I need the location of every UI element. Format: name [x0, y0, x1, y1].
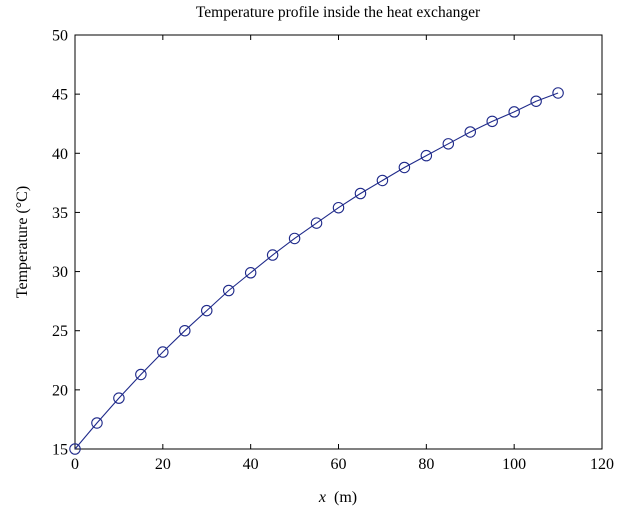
data-point: [398, 161, 411, 174]
data-point: [201, 304, 213, 317]
series-line: [74, 92, 559, 450]
data-point: [91, 417, 103, 429]
data-point: [113, 392, 125, 404]
data-point: [244, 267, 257, 279]
chart-title: Temperature profile inside the heat exch…: [196, 4, 481, 21]
data-point: [157, 346, 169, 358]
y-tick-label: 25: [52, 323, 68, 340]
data-point: [486, 115, 498, 128]
data-point: [552, 87, 564, 99]
data-point: [376, 174, 389, 187]
y-axis-label: Temperature (°C): [14, 186, 31, 298]
data-point: [464, 126, 476, 138]
x-tick-label: 80: [418, 456, 434, 473]
data-point: [179, 324, 191, 337]
data-point: [310, 217, 323, 229]
x-axis-unit: (m): [334, 489, 357, 506]
y-tick-label: 30: [52, 264, 68, 281]
x-tick-label: 20: [155, 456, 171, 473]
x-tick-label: 40: [243, 456, 259, 473]
series-group: [69, 87, 564, 455]
data-point: [332, 201, 345, 214]
data-point: [442, 138, 455, 150]
y-tick-label: 35: [52, 205, 68, 222]
axis-ticks: 0 20 40 60 80 100 120 15 20 25 30 35 40 45 50: [52, 28, 614, 474]
y-tick-label: 15: [52, 442, 68, 459]
data-point: [222, 284, 235, 297]
plot-frame: [74, 34, 603, 450]
x-axis-label: x (m): [318, 489, 357, 506]
x-tick-label: 100: [502, 456, 526, 473]
data-point: [530, 95, 542, 107]
x-tick-label: 0: [71, 456, 79, 473]
data-point: [354, 187, 367, 200]
x-tick-label: 60: [331, 456, 347, 473]
data-point: [135, 368, 147, 381]
y-tick-label: 20: [52, 382, 68, 399]
y-tick-label: 40: [52, 146, 68, 163]
data-point: [69, 443, 81, 455]
data-point: [508, 106, 520, 118]
data-point: [266, 249, 279, 261]
y-tick-label: 50: [52, 28, 68, 45]
y-tick-label: 45: [52, 87, 68, 104]
data-point: [420, 149, 433, 162]
x-tick-label: 120: [590, 456, 614, 473]
x-axis-variable: x: [318, 489, 326, 506]
data-point: [288, 232, 301, 245]
